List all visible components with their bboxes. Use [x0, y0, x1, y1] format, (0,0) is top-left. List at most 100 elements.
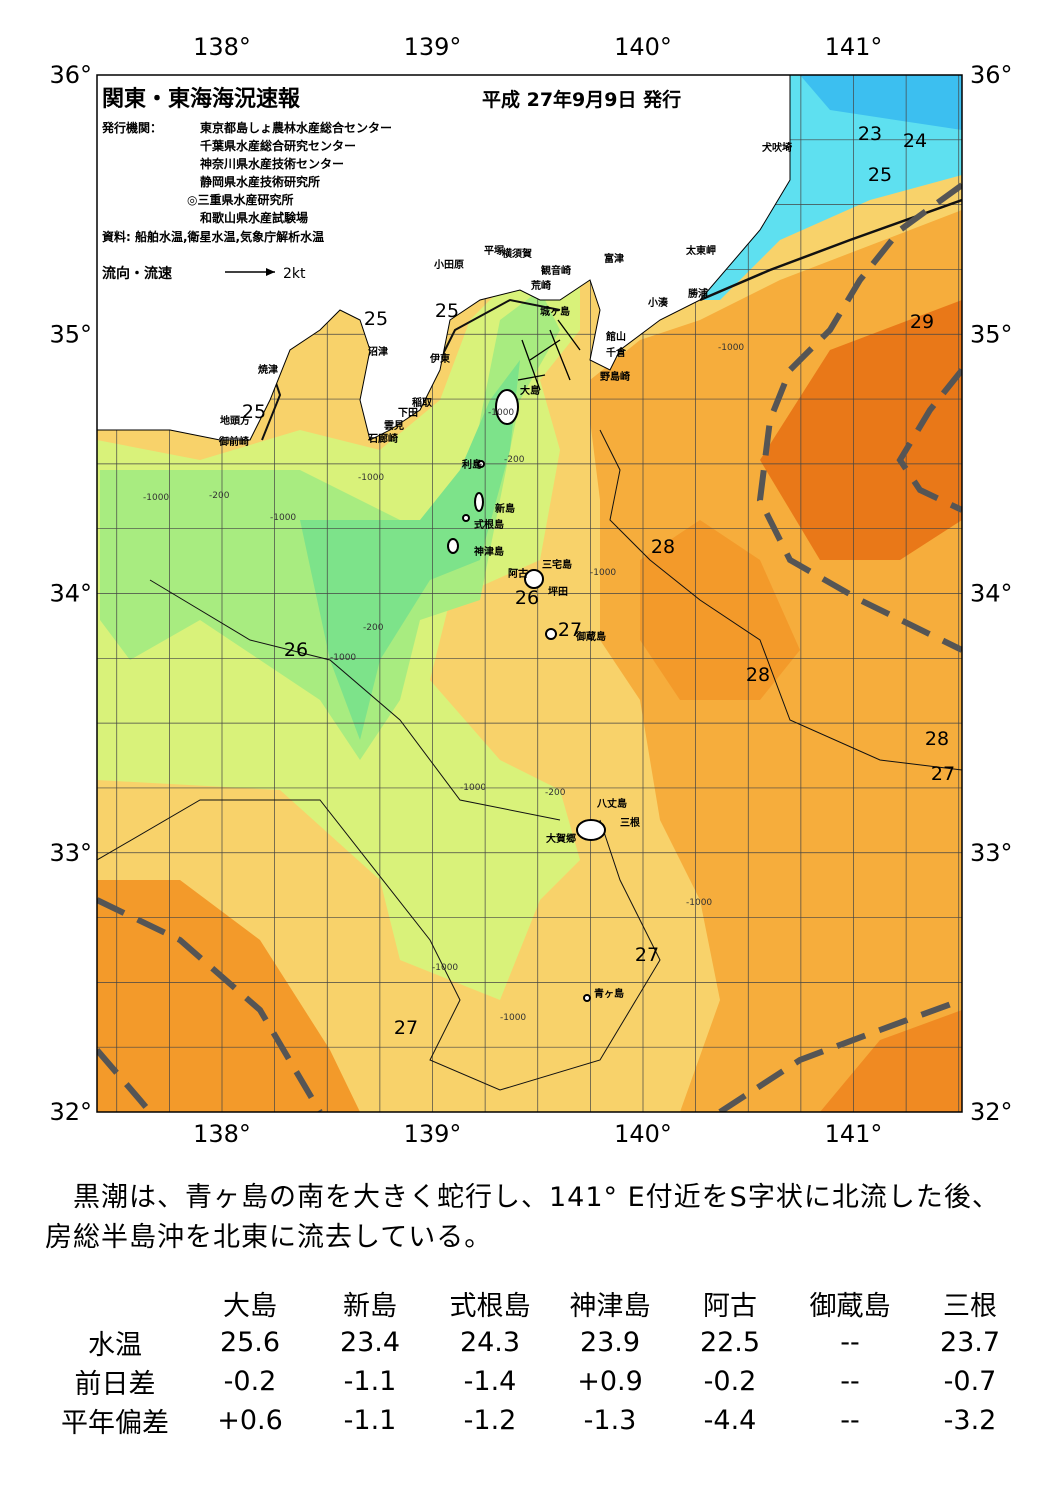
date: 平成 27年9月9日 発行	[482, 88, 681, 111]
lat-label: 33°	[49, 839, 92, 867]
cell: 22.5	[699, 1327, 761, 1358]
column-header: 新島	[343, 1291, 397, 1322]
cell: --	[840, 1327, 860, 1358]
warm-core	[760, 300, 962, 560]
column-header: 御蔵島	[809, 1291, 891, 1322]
place-label: 式根島	[474, 518, 504, 531]
cell: +0.9	[577, 1366, 643, 1397]
current-arrows	[517, 319, 581, 391]
row: 水温 25.6 23.4 24.3 23.9 22.5 -- 23.7	[40, 1323, 1030, 1362]
lat-label: 33°	[970, 839, 1013, 867]
issuer-label: 発行機関：	[101, 120, 162, 135]
warm-water	[97, 880, 360, 1112]
place-label: 勝浦	[688, 287, 708, 300]
place-label: 下田	[398, 407, 418, 419]
contour-label: 27	[635, 944, 659, 966]
place-label: 青ヶ島	[594, 987, 624, 1000]
title: 関東・東海海況速報	[102, 86, 301, 112]
cell: -1.3	[583, 1405, 637, 1436]
depth-label: -1000	[432, 963, 458, 973]
place-label: 利島	[462, 458, 482, 471]
row-label: 平年偏差	[61, 1408, 169, 1439]
depth-label: -200	[363, 623, 384, 633]
cell: -1.1	[343, 1366, 397, 1397]
place-label: 御蔵島	[575, 630, 606, 643]
place-label: 犬吠埼	[762, 141, 792, 154]
place-label: 大島	[520, 384, 540, 397]
depth-label: -1000	[686, 898, 712, 908]
kuroshio-axis	[97, 182, 962, 1112]
cell: -3.2	[943, 1405, 997, 1436]
place-label: 富津	[604, 252, 624, 265]
contour-label: 25	[242, 401, 266, 423]
lat-label: 34°	[49, 580, 92, 608]
cell: -0.2	[703, 1366, 757, 1397]
issuer: 神奈川県水産技術センター	[200, 156, 344, 171]
contour-label: 24	[903, 130, 927, 152]
contour-label: 29	[910, 311, 934, 333]
depth-label: -1000	[488, 408, 514, 418]
depth-label: -200	[504, 455, 525, 465]
place-label: 稲取	[412, 396, 433, 409]
place-label: 神津島	[474, 545, 504, 558]
lon-label: 139°	[404, 33, 462, 61]
place-label: 小湊	[647, 296, 669, 309]
place-label: 焼津	[258, 363, 278, 376]
depth-label: -1000	[500, 1013, 526, 1023]
map: 関東・東海海況速報 平成 27年9月9日 発行 発行機関： 資料: 船舶水温,衛…	[49, 33, 1013, 1148]
lat-label: 35°	[970, 320, 1013, 348]
lon-label: 140°	[614, 1120, 672, 1148]
column-header: 式根島	[449, 1291, 531, 1322]
place-label: 館山	[605, 330, 626, 343]
place-label: 平塚	[484, 244, 504, 257]
place-label: 八丈島	[596, 797, 627, 810]
row: 前日差 -0.2 -1.1 -1.4 +0.9 -0.2 -- -0.7	[40, 1362, 1030, 1401]
contour-label: 28	[746, 664, 770, 686]
lat-label: 36°	[970, 61, 1013, 89]
contour-label: 25	[364, 308, 388, 330]
lon-label: 141°	[825, 33, 883, 61]
issuer: 千葉県水産総合研究センター	[200, 138, 356, 153]
issuer: ◎三重県水産研究所	[187, 192, 293, 207]
depth-label: -1000	[330, 653, 356, 663]
place-label: 阿古	[508, 567, 528, 580]
row-label: 水温	[88, 1330, 142, 1361]
place-label: 伊東	[429, 352, 450, 365]
issuer: 静岡県水産技術研究所	[200, 174, 320, 189]
lat-label: 35°	[49, 320, 92, 348]
place-label: 地頭方	[220, 414, 250, 427]
lon-label: 139°	[404, 1120, 462, 1148]
lat-label: 34°	[970, 580, 1013, 608]
warm-water	[640, 520, 800, 700]
issuer: 和歌山県水産試験場	[199, 210, 308, 225]
cell: --	[840, 1405, 860, 1436]
contour-label: 26	[515, 587, 539, 609]
column-header: 阿古	[703, 1291, 757, 1322]
column-header: 大島	[223, 1291, 277, 1322]
cell: --	[840, 1366, 860, 1397]
cold-water	[300, 360, 520, 740]
cell: 23.9	[579, 1327, 641, 1358]
depth-label: -200	[209, 491, 230, 501]
contour-label: 27	[558, 619, 582, 641]
cell: -1.2	[463, 1405, 517, 1436]
frame	[96, 74, 963, 1113]
cell: -4.4	[703, 1405, 757, 1436]
contour-label: 27	[931, 763, 955, 785]
cold-water	[680, 75, 962, 300]
column-header: 神津島	[569, 1291, 651, 1322]
map-area	[97, 75, 962, 1112]
place-label: 沼津	[368, 345, 388, 358]
place-label: 千倉	[606, 346, 627, 359]
place-label: 御前崎	[218, 435, 249, 448]
source: 資料: 船舶水温,衛星水温,気象庁解析水温	[102, 229, 324, 244]
header-row: 大島 新島 式根島 神津島 阿古 御蔵島 三根	[40, 1284, 1030, 1323]
place-label: 野島崎	[600, 370, 630, 383]
cell: 23.4	[339, 1327, 401, 1358]
depth-label: -1000	[358, 473, 384, 483]
cell: 24.3	[459, 1327, 521, 1358]
corner	[40, 1284, 190, 1323]
cell: -0.2	[223, 1366, 277, 1397]
place-label: 太東岬	[685, 244, 716, 257]
